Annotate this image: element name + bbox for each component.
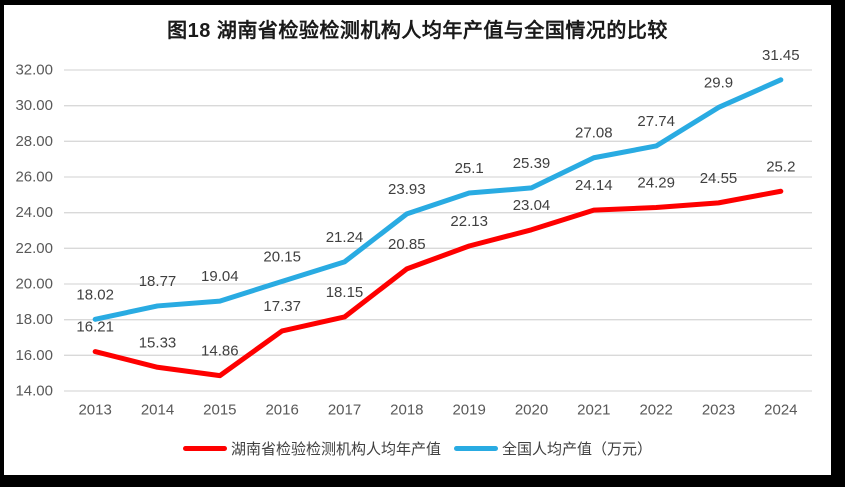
data-label-series1: 25.1 — [455, 160, 484, 177]
y-axis-tick-label: 32.00 — [15, 62, 53, 79]
data-label-series0: 24.55 — [700, 170, 738, 187]
data-label-series0: 16.21 — [76, 319, 114, 336]
x-axis-tick-label: 2022 — [639, 402, 672, 419]
y-axis-tick-label: 24.00 — [15, 204, 53, 221]
data-label-series1: 20.15 — [263, 248, 301, 265]
x-axis-tick-label: 2014 — [141, 402, 174, 419]
data-label-series0: 22.13 — [450, 213, 488, 230]
y-axis-tick-label: 16.00 — [15, 347, 53, 364]
x-axis-tick-label: 2017 — [328, 402, 361, 419]
legend-item-0: 湖南省检验检测机构人均年产值 — [182, 438, 441, 459]
data-label-series0: 15.33 — [139, 334, 177, 351]
legend: 湖南省检验检测机构人均年产值 全国人均产值（万元） — [4, 438, 831, 459]
data-label-series0: 25.2 — [766, 158, 795, 175]
legend-line-swatch-0 — [182, 446, 227, 451]
x-axis-tick-label: 2013 — [78, 402, 111, 419]
data-label-series1: 18.02 — [76, 286, 114, 303]
data-label-series1: 21.24 — [326, 229, 364, 246]
x-axis-tick-label: 2018 — [390, 402, 423, 419]
legend-line-swatch-1 — [454, 446, 498, 451]
x-axis-tick-label: 2019 — [452, 402, 485, 419]
legend-label-1: 全国人均产值（万元） — [502, 441, 653, 458]
data-label-series1: 27.08 — [575, 125, 613, 142]
y-axis-tick-label: 20.00 — [15, 276, 53, 293]
x-axis-tick-label: 2020 — [515, 402, 548, 419]
data-label-series1: 18.77 — [139, 273, 177, 290]
data-label-series0: 24.14 — [575, 177, 613, 194]
y-axis-tick-label: 30.00 — [15, 97, 53, 114]
data-label-series1: 25.39 — [513, 155, 551, 172]
x-axis-tick-label: 2023 — [702, 402, 735, 419]
chart-canvas: 图18 湖南省检验检测机构人均年产值与全国情况的比较 14.00 16.00 18.… — [4, 5, 831, 475]
y-axis-tick-label: 14.00 — [15, 383, 53, 400]
x-axis-tick-label: 2024 — [764, 402, 797, 419]
legend-item-1: 全国人均产值（万元） — [454, 438, 652, 459]
series-line-1 — [92, 77, 784, 322]
data-label-series1: 19.04 — [201, 268, 239, 285]
y-axis-tick-label: 22.00 — [15, 240, 53, 257]
data-label-series1: 27.74 — [637, 113, 675, 130]
x-axis-tick-label: 2015 — [203, 402, 236, 419]
data-label-series1: 23.93 — [388, 181, 426, 198]
data-label-series0: 17.37 — [263, 298, 301, 315]
legend-label-0: 湖南省检验检测机构人均年产值 — [230, 441, 441, 458]
data-label-series0: 24.29 — [637, 174, 675, 191]
series-line-0 — [92, 188, 784, 379]
line-chart-plot-area: 14.00 16.00 18.00 20.00 22.00 24.00 26.00 28.00… — [15, 47, 812, 419]
data-label-series1: 31.45 — [762, 47, 800, 64]
x-axis-tick-label: 2021 — [577, 402, 610, 419]
chart-title: 图18 湖南省检验检测机构人均年产值与全国情况的比较 — [167, 20, 668, 42]
data-label-series0: 18.15 — [326, 284, 364, 301]
data-label-series1: 29.9 — [704, 74, 733, 91]
data-label-series0: 23.04 — [513, 197, 551, 214]
x-axis-tick-label: 2016 — [265, 402, 298, 419]
data-label-series0: 20.85 — [388, 236, 426, 253]
y-axis-tick-label: 26.00 — [15, 169, 53, 186]
data-label-series0: 14.86 — [201, 343, 239, 360]
y-axis-tick-label: 28.00 — [15, 133, 53, 150]
y-axis-tick-label: 18.00 — [15, 311, 53, 328]
